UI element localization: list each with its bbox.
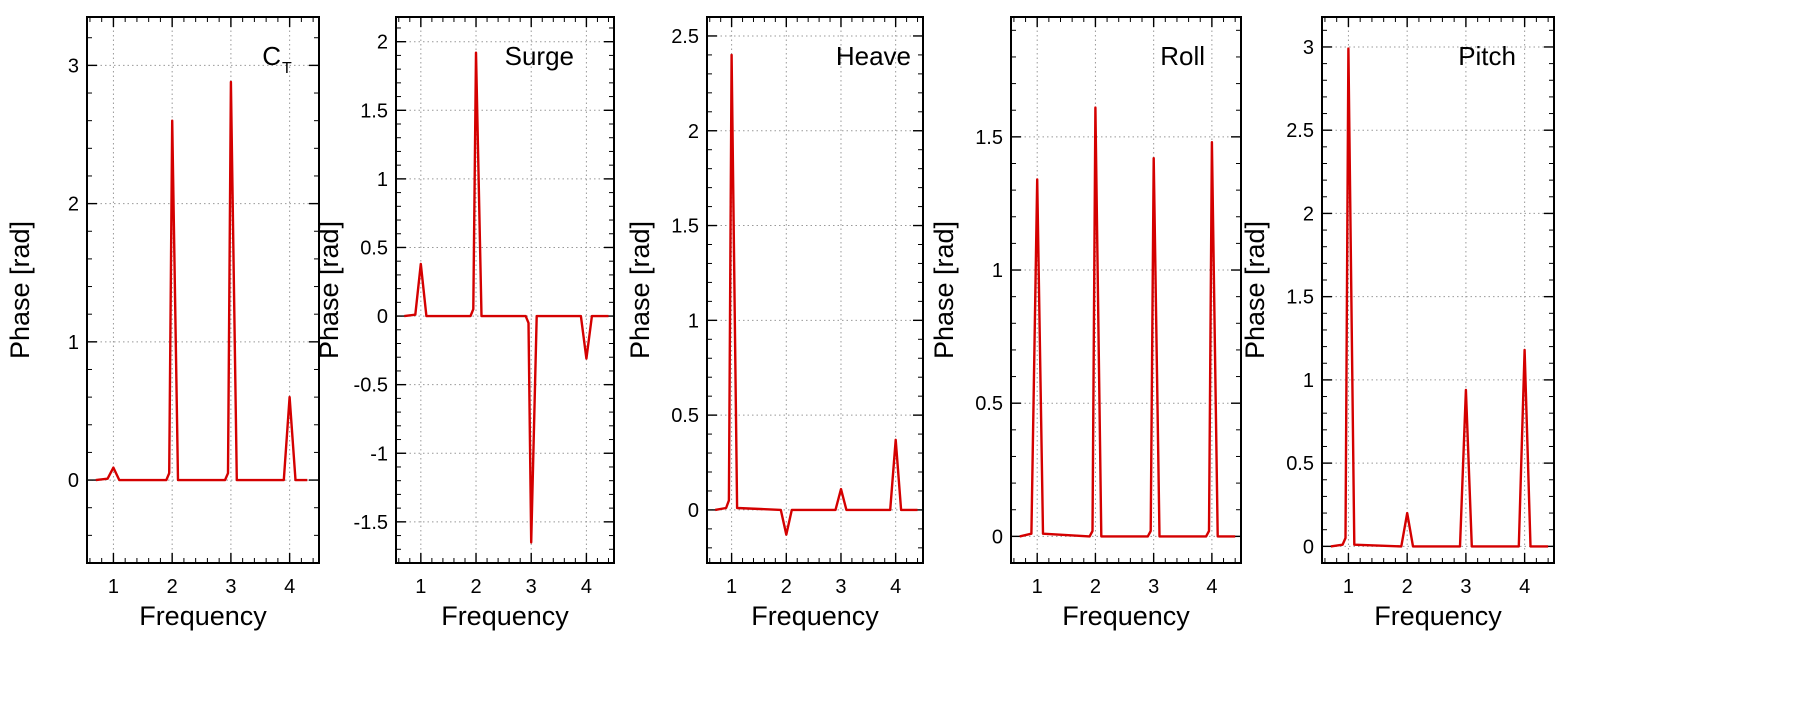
phase-series-line — [95, 80, 308, 482]
panel-title: Surge — [505, 41, 574, 71]
phase-series-line — [404, 51, 609, 544]
panel-title: Pitch — [1458, 41, 1516, 71]
y-tick-label: 2 — [377, 32, 388, 54]
y-tick-label: 0 — [1303, 536, 1314, 558]
x-tick-label: 3 — [1460, 576, 1471, 598]
x-tick-label: 4 — [284, 576, 295, 598]
chart-panel-3: 1 2 3 4 0 0.5 1 1.5 2 2.5 Frequency Phase [rad] Heav… — [625, 16, 924, 631]
x-tick-label: 1 — [415, 576, 426, 598]
x-tick-label: 2 — [470, 576, 481, 598]
x-tick-label: 2 — [167, 576, 178, 598]
x-tick-label: 2 — [1402, 576, 1413, 598]
y-tick-label: 2 — [68, 194, 79, 216]
phase-series-line — [1330, 47, 1549, 548]
chart-panel-1: 1 2 3 4 0 1 2 3 Frequency Phase [rad] C T — [5, 16, 320, 631]
y-tick-label: -1.5 — [354, 512, 388, 534]
panel-title: Roll — [1160, 41, 1205, 71]
x-axis-label: Frequency — [1374, 601, 1502, 631]
y-tick-label: 0.5 — [975, 393, 1003, 415]
y-tick-label: 3 — [1303, 37, 1314, 59]
chart-panel-5: 1 2 3 4 0 0.5 1 1.5 2 2.5 3 Frequency Phase [rad] Pit… — [1240, 16, 1555, 631]
y-tick-label: 2.5 — [1286, 120, 1314, 142]
y-axis-label: Phase [rad] — [1240, 221, 1270, 359]
x-tick-label: 4 — [1206, 576, 1217, 598]
x-tick-label: 4 — [581, 576, 592, 598]
x-axis-label: Frequency — [1062, 601, 1190, 631]
y-axis-label: Phase [rad] — [314, 221, 344, 359]
y-tick-label: 1.5 — [1286, 287, 1314, 309]
y-axis-label: Phase [rad] — [5, 221, 35, 359]
chart-panel-4: 1 2 3 4 0 0.5 1 1.5 Frequency Phase [rad] Roll — [929, 16, 1242, 631]
y-tick-label: 0 — [688, 500, 699, 522]
y-tick-label: 2 — [1303, 203, 1314, 225]
panel-title: C — [262, 41, 281, 71]
y-tick-label: 0 — [992, 526, 1003, 548]
plot-frame — [86, 16, 320, 564]
x-tick-label: 4 — [890, 576, 901, 598]
x-axis-label: Frequency — [441, 601, 569, 631]
y-tick-label: 1 — [68, 332, 79, 354]
y-tick-label: -0.5 — [354, 375, 388, 397]
y-tick-label: 3 — [68, 55, 79, 77]
y-tick-label: 1.5 — [671, 216, 699, 238]
panel-title: Heave — [836, 41, 911, 71]
plot-frame — [395, 16, 615, 564]
y-tick-label: 1 — [377, 169, 388, 191]
plot-frame — [1321, 16, 1555, 564]
phase-series-line — [1019, 106, 1236, 538]
y-tick-label: 1.5 — [975, 127, 1003, 149]
y-tick-label: 1 — [1303, 370, 1314, 392]
y-tick-label: 1.5 — [360, 100, 388, 122]
x-tick-label: 1 — [108, 576, 119, 598]
y-tick-label: 2 — [688, 121, 699, 143]
x-tick-label: 2 — [781, 576, 792, 598]
y-tick-label: 2.5 — [671, 26, 699, 48]
phase-series-line — [714, 53, 918, 536]
y-tick-label: -1 — [370, 443, 388, 465]
x-tick-label: 2 — [1090, 576, 1101, 598]
panel-title-subscript: T — [282, 60, 292, 77]
y-tick-label: 1 — [992, 260, 1003, 282]
y-tick-label: 0 — [377, 306, 388, 328]
plot-frame — [706, 16, 924, 564]
x-tick-label: 1 — [726, 576, 737, 598]
y-tick-label: 0 — [68, 470, 79, 492]
x-tick-label: 3 — [1148, 576, 1159, 598]
y-axis-label: Phase [rad] — [929, 221, 959, 359]
x-tick-label: 1 — [1032, 576, 1043, 598]
x-tick-label: 3 — [526, 576, 537, 598]
x-tick-label: 1 — [1343, 576, 1354, 598]
x-tick-label: 3 — [835, 576, 846, 598]
x-tick-label: 4 — [1519, 576, 1530, 598]
y-tick-label: 0.5 — [360, 237, 388, 259]
plot-frame — [1010, 16, 1242, 564]
chart-panel-2: 1 2 3 4 -1.5 -1 -0.5 0 0.5 1 1.5 2 Frequency Phase [r… — [314, 16, 615, 631]
x-tick-label: 3 — [225, 576, 236, 598]
y-tick-label: 0.5 — [1286, 453, 1314, 475]
x-axis-label: Frequency — [751, 601, 879, 631]
y-tick-label: 1 — [688, 310, 699, 332]
y-tick-label: 0.5 — [671, 405, 699, 427]
y-axis-label: Phase [rad] — [625, 221, 655, 359]
x-axis-label: Frequency — [139, 601, 267, 631]
